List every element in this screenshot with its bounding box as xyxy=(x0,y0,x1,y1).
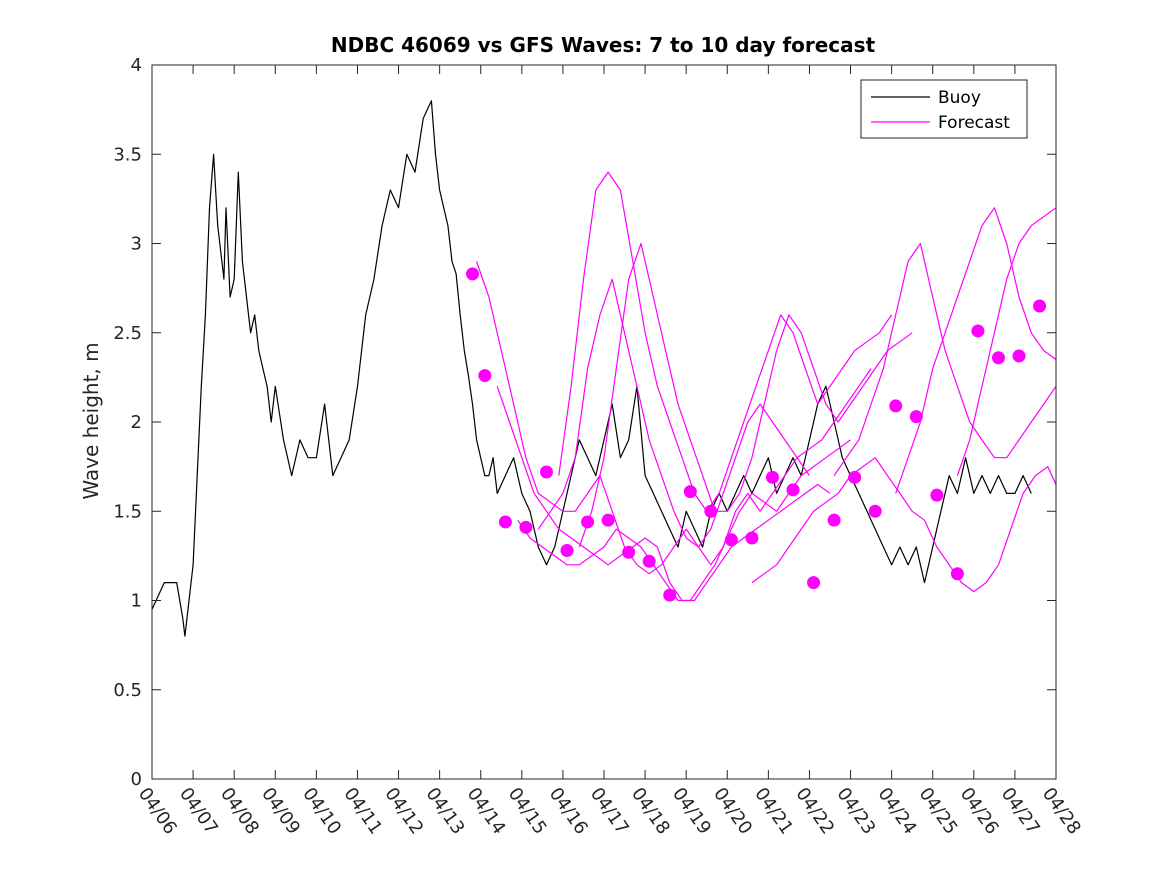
y-tick-label: 1 xyxy=(131,591,142,612)
forecast-marker xyxy=(827,513,841,527)
forecast-marker xyxy=(478,369,492,383)
chart-title: NDBC 46069 vs GFS Waves: 7 to 10 day for… xyxy=(331,33,876,57)
forecast-marker xyxy=(971,324,985,338)
forecast-marker xyxy=(786,483,800,497)
forecast-line-6 xyxy=(751,457,1056,593)
legend-box xyxy=(860,79,1028,139)
legend-buoy-label: Buoy xyxy=(938,88,981,108)
forecast-marker xyxy=(663,588,677,602)
forecast-marker xyxy=(466,267,480,281)
forecast-marker xyxy=(704,504,718,518)
forecast-marker xyxy=(622,545,636,559)
y-tick-label: 2 xyxy=(131,412,142,433)
forecast-marker xyxy=(765,470,779,484)
forecast-line-3 xyxy=(537,278,872,548)
forecast-marker xyxy=(745,531,759,545)
plot-background xyxy=(152,65,1056,779)
forecast-marker xyxy=(991,351,1005,365)
forecast-marker xyxy=(683,485,697,499)
forecast-marker xyxy=(1012,349,1026,363)
y-axis-label: Wave height, m xyxy=(79,342,103,499)
forecast-marker xyxy=(930,488,944,502)
forecast-marker xyxy=(539,465,553,479)
forecast-marker xyxy=(724,533,738,547)
forecast-marker xyxy=(601,513,615,527)
legend: Buoy Forecast xyxy=(860,79,1028,139)
y-tick-label: 0.5 xyxy=(113,680,142,701)
y-tick-label: 4 xyxy=(131,55,142,76)
forecast-line-1 xyxy=(496,386,831,602)
forecast-marker xyxy=(642,554,656,568)
forecast-marker xyxy=(848,470,862,484)
forecast-line-4 xyxy=(558,171,893,512)
y-tick-label: 2.5 xyxy=(113,323,142,344)
forecast-line-7 xyxy=(833,242,1056,476)
y-tick-label: 0 xyxy=(131,769,142,790)
forecast-marker xyxy=(868,504,882,518)
y-axis: 0 0.5 1 1.5 2 2.5 3 3.5 4 xyxy=(113,55,1056,790)
buoy-line xyxy=(152,100,1032,637)
y-tick-label: 3.5 xyxy=(113,144,142,165)
legend-forecast-label: Forecast xyxy=(938,113,1010,133)
forecast-marker xyxy=(560,544,574,558)
forecast-marker xyxy=(581,515,595,529)
forecast-line-9 xyxy=(956,207,1056,476)
y-tick-label: 3 xyxy=(131,234,142,255)
forecast-marker xyxy=(1033,299,1047,313)
forecast-marker xyxy=(519,520,533,534)
forecast-marker xyxy=(909,410,923,424)
forecast-line-8 xyxy=(895,207,1056,494)
series-layer xyxy=(152,100,1056,637)
forecast-line-5 xyxy=(578,242,913,548)
plot-area xyxy=(151,64,1057,780)
forecast-marker xyxy=(889,399,903,413)
y-tick-label: 1.5 xyxy=(113,501,142,522)
forecast-line-0 xyxy=(476,261,810,575)
forecast-marker xyxy=(807,576,821,590)
forecast-marker xyxy=(950,567,964,581)
forecast-marker xyxy=(498,515,512,529)
